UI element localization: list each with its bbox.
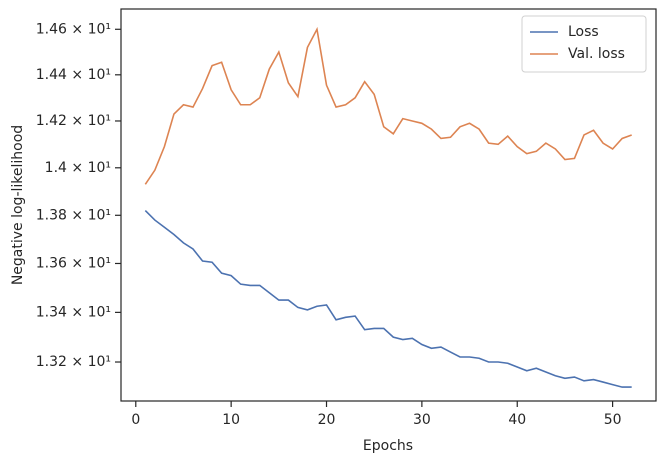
x-tick-label: 40 [508,412,526,428]
legend-box [521,15,647,73]
legend-label: Val. loss [568,46,625,62]
x-tick-label: 50 [604,412,622,428]
plot-frame [120,8,657,402]
legend-label: Loss [568,24,599,40]
y-tick-label: 1.32 × 10¹ [36,354,111,370]
x-axis-label: Epochs [363,438,413,454]
y-tick-label: 1.34 × 10¹ [36,304,111,320]
legend: Loss Val. loss [521,15,647,73]
series-line [144,209,632,388]
x-tick-label: 20 [318,412,336,428]
x-tick-label: 10 [222,412,240,428]
x-tick-label: 0 [131,412,140,428]
y-tick-label: 1.44 × 10¹ [36,67,111,83]
y-tick-label: 1.46 × 10¹ [36,21,111,37]
y-tick-label: 1.4 × 10¹ [45,160,111,176]
y-tick-label: 1.42 × 10¹ [36,113,111,129]
x-tick-label: 30 [413,412,431,428]
y-tick-label: 1.38 × 10¹ [36,207,111,223]
y-axis-label: Negative log-likelihood [10,125,26,285]
y-tick-label: 1.36 × 10¹ [36,255,111,271]
series-line [144,26,632,185]
